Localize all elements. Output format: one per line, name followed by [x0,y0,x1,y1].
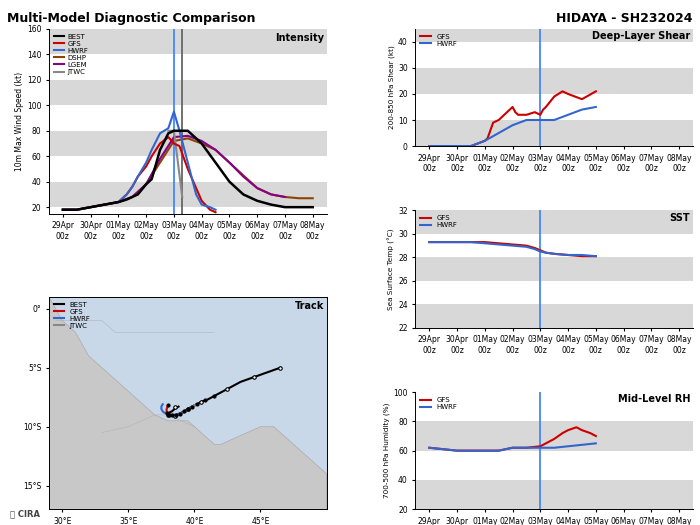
Legend: GFS, HWRF: GFS, HWRF [419,33,458,48]
Bar [49,182,327,207]
Text: SST: SST [670,213,690,223]
Bar [415,68,693,94]
Legend: BEST, GFS, HWRF, JTWC: BEST, GFS, HWRF, JTWC [52,300,92,330]
Text: Mid-Level RH: Mid-Level RH [617,394,690,404]
Bar [415,304,693,328]
Y-axis label: Sea Surface Temp (°C): Sea Surface Temp (°C) [388,228,395,310]
Y-axis label: 10m Max Wind Speed (kt): 10m Max Wind Speed (kt) [15,71,24,171]
Text: Intensity: Intensity [275,33,324,43]
Y-axis label: 200-850 hPa Shear (kt): 200-850 hPa Shear (kt) [389,46,396,129]
Text: Multi-Model Diagnostic Comparison: Multi-Model Diagnostic Comparison [7,12,256,25]
Legend: GFS, HWRF: GFS, HWRF [419,214,458,230]
Legend: GFS, HWRF: GFS, HWRF [419,395,458,412]
Text: ⓒ CIRA: ⓒ CIRA [10,510,41,519]
Bar [415,385,693,392]
Bar [415,211,693,234]
Bar [415,257,693,281]
Text: Deep-Layer Shear: Deep-Layer Shear [592,31,690,41]
Text: HIDAYA - SH232024: HIDAYA - SH232024 [556,12,693,25]
Bar [49,80,327,106]
Bar [415,480,693,509]
Bar [415,29,693,42]
Bar [415,422,693,450]
Y-axis label: 700-500 hPa Humidity (%): 700-500 hPa Humidity (%) [384,403,391,498]
Bar [415,120,693,146]
Legend: BEST, GFS, HWRF, DSHP, LGEM, JTWC: BEST, GFS, HWRF, DSHP, LGEM, JTWC [52,33,90,76]
Text: Track: Track [295,301,324,311]
Polygon shape [49,297,327,509]
Bar [49,29,327,55]
Bar [49,131,327,156]
